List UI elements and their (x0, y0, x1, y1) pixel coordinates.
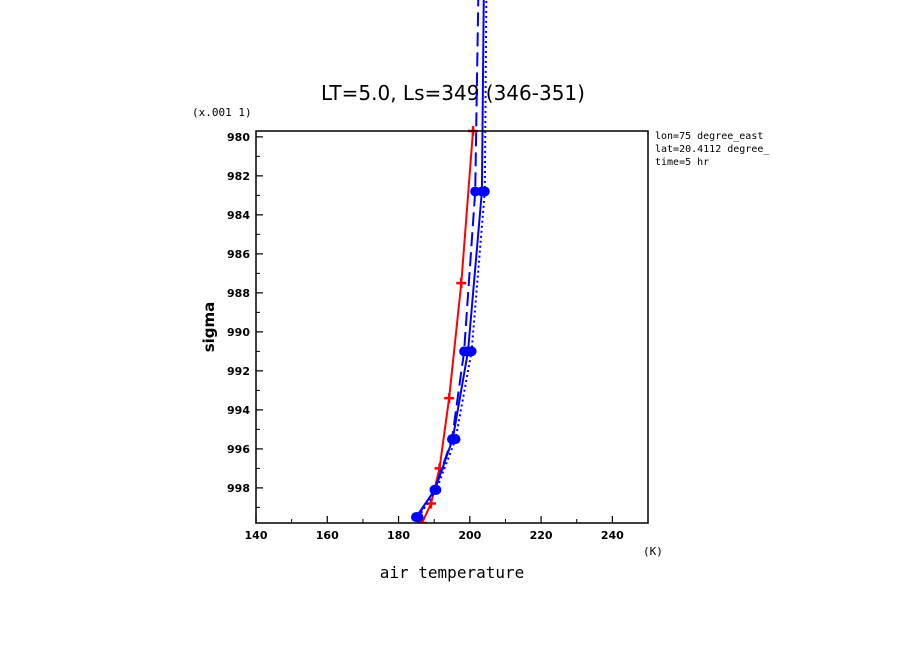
series-line (417, 0, 488, 518)
data-point (459, 346, 470, 357)
y-axis-label: sigma (200, 302, 218, 353)
series-line (416, 0, 480, 518)
y-tick-label: 984 (227, 209, 250, 222)
y-tick-label: 986 (227, 248, 250, 261)
x-tick-label: 240 (601, 529, 624, 542)
chart-title: LT=5.0, Ls=349 (346-351) (321, 81, 585, 105)
data-point (456, 278, 467, 289)
data-point (431, 484, 442, 495)
y-tick-label: 998 (227, 482, 250, 495)
x-tick-label: 140 (245, 529, 268, 542)
data-point (470, 186, 481, 197)
data-point (466, 346, 477, 357)
y-tick-label: 990 (227, 326, 250, 339)
data-point (479, 186, 490, 197)
y-tick-label: 996 (227, 443, 250, 456)
series-group (411, 0, 490, 523)
y-unit-label: (x.001 1) (192, 106, 252, 119)
x-tick-label: 200 (458, 529, 481, 542)
info-line: lon=75 degree_east (655, 131, 763, 142)
info-line: lat=20.4112 degree_ (655, 144, 770, 155)
data-point (444, 393, 455, 404)
series-line (421, 130, 474, 523)
y-tick-label: 994 (227, 404, 250, 417)
data-point (450, 434, 461, 445)
info-annotation: lon=75 degree_east lat=20.4112 degree_tim… (655, 131, 770, 168)
plot-frame (255, 130, 649, 524)
y-tick-label: 982 (227, 170, 250, 183)
y-tick-label: 980 (227, 131, 250, 144)
axis-ticks: 140 160 180 200 220 240 980 982 984 986 988 990 992 9… (227, 131, 624, 542)
x-unit-label: (K) (643, 545, 663, 558)
x-axis-label: air temperature (380, 563, 525, 582)
y-tick-label: 988 (227, 287, 250, 300)
x-tick-label: 180 (387, 529, 410, 542)
x-tick-label: 220 (530, 529, 553, 542)
y-tick-label: 992 (227, 365, 250, 378)
data-point (413, 512, 424, 523)
info-line: time=5 hr (655, 157, 709, 168)
x-tick-label: 160 (316, 529, 339, 542)
